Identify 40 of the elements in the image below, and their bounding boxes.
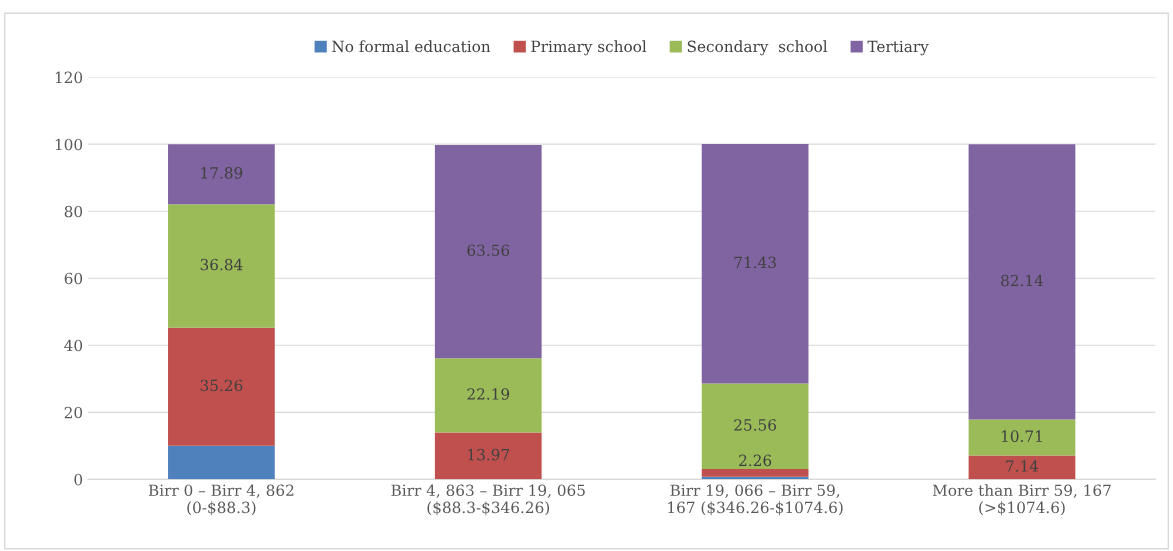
data-label: 22.19 xyxy=(467,388,510,400)
data-label: 71.43 xyxy=(734,256,776,269)
data-label: 82.14 xyxy=(1001,274,1044,287)
data-label: 25.56 xyxy=(734,419,777,431)
x-tick-label: Birr 4, 863 – Birr 19, 065 ($88.3-$346.26) xyxy=(391,484,585,516)
y-tick-label: 20 xyxy=(64,406,83,419)
legend-label: Primary school xyxy=(531,40,647,56)
y-tick-label: 80 xyxy=(64,205,83,218)
bar xyxy=(168,204,275,328)
data-label: 17.89 xyxy=(201,167,243,179)
bar xyxy=(434,145,542,359)
bar xyxy=(168,144,275,205)
bar xyxy=(968,455,1076,480)
x-tick-label: Birr 0 – Birr 4, 862 (0-$88.3) xyxy=(148,484,294,516)
data-label: 63.56 xyxy=(467,244,510,257)
bar xyxy=(168,445,275,480)
data-label: 36.84 xyxy=(200,258,243,271)
bar xyxy=(701,144,809,384)
data-label: 35.26 xyxy=(200,379,243,392)
bar xyxy=(434,358,542,433)
y-tick-label: 120 xyxy=(55,71,83,84)
y-tick-label: 100 xyxy=(55,138,83,151)
bar xyxy=(968,419,1076,456)
y-tick-label: 0 xyxy=(74,473,83,486)
bar xyxy=(434,432,542,480)
data-label: 10.71 xyxy=(1001,430,1042,442)
x-tick-label: Birr 19, 066 – Birr 59, 167 ($346.26-$1074.6) xyxy=(668,484,843,516)
legend-label: No formal education xyxy=(332,40,491,53)
data-label: 13.97 xyxy=(468,448,510,461)
y-tick-label: 60 xyxy=(64,272,83,285)
data-label: 7.14 xyxy=(1006,460,1039,472)
bar xyxy=(701,469,809,477)
y-tick-label: 40 xyxy=(64,339,83,352)
bar xyxy=(168,327,275,446)
x-tick-label: More than Birr 59, 167 (>$1074.6) xyxy=(932,484,1111,516)
data-label: 2.26 xyxy=(739,454,772,467)
legend-label: Secondary school xyxy=(687,40,828,56)
legend-label: Tertiary xyxy=(867,40,929,56)
bar xyxy=(701,383,809,470)
bar xyxy=(968,144,1076,420)
